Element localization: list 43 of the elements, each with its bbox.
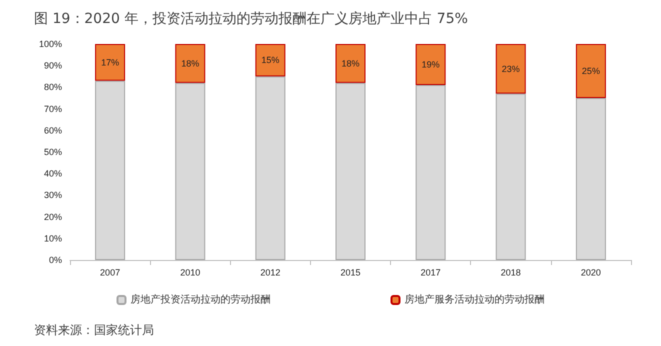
data-label: 17%	[101, 57, 120, 68]
x-tick-label: 2018	[500, 268, 521, 278]
y-tick-label: 30%	[44, 190, 62, 200]
bar	[175, 44, 206, 83]
x-tick-label: 2015	[340, 268, 361, 278]
data-label: 25%	[582, 66, 600, 76]
bar	[336, 82, 366, 260]
x-tick-label: 2010	[180, 268, 200, 278]
data-label: 15%	[261, 55, 280, 66]
y-tick-label: 90%	[44, 60, 62, 71]
bar	[576, 98, 606, 260]
y-tick-label: 20%	[44, 212, 62, 222]
y-tick-label: 40%	[44, 168, 62, 179]
x-tick-label: 2017	[420, 268, 441, 278]
bar	[496, 44, 526, 94]
data-label: 18%	[181, 58, 200, 68]
legend-label: 房地产服务活动拉动的劳动报酬	[404, 294, 544, 306]
x-tick-label: 2012	[260, 268, 280, 278]
y-tick-label: 80%	[44, 82, 62, 92]
data-label: 19%	[422, 60, 440, 70]
text: 资料来源：国家统计局	[34, 322, 154, 339]
bar	[95, 44, 126, 81]
data-label: 18%	[341, 58, 360, 68]
y-tick-label: 60%	[44, 125, 62, 136]
y-tick-label: 10%	[44, 233, 62, 244]
bar	[336, 44, 366, 83]
y-tick-label: 0%	[48, 255, 62, 265]
y-tick-label: 100%	[38, 39, 62, 49]
legend-label: 房地产投资活动拉动的劳动报酬	[130, 294, 270, 306]
bar	[496, 94, 526, 260]
y-tick-label: 50%	[44, 147, 62, 157]
data-label: 23%	[502, 64, 520, 74]
bar	[255, 44, 286, 76]
bar	[576, 44, 606, 98]
y-tick-label: 70%	[44, 104, 62, 114]
bar	[416, 44, 446, 86]
bar	[175, 82, 206, 260]
bar	[416, 85, 446, 260]
x-tick-label: 2007	[100, 268, 120, 278]
x-tick-label: 2020	[580, 268, 601, 278]
bar	[255, 76, 286, 260]
bar	[95, 80, 126, 260]
chart-title: 图 19：2020 年，投资活动拉动的劳动报酬在广义房地产业中占 75%	[34, 10, 468, 28]
